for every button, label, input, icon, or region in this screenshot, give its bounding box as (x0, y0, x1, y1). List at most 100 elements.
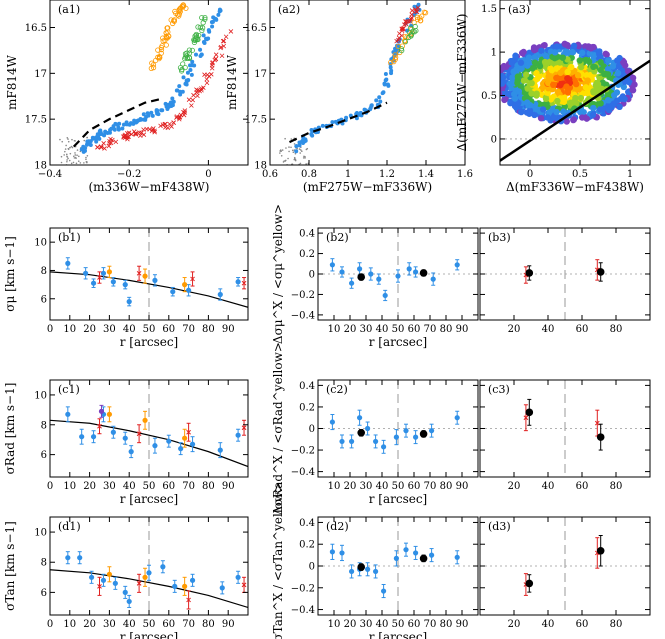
density-point (570, 42, 578, 50)
y-tick-label: −0.4 (291, 467, 315, 478)
density-point (511, 102, 519, 110)
star-red (149, 128, 155, 134)
density-point (631, 81, 638, 88)
x-tick-label: 40 (123, 324, 136, 335)
plot-area (50, 228, 248, 320)
star-blue (174, 88, 179, 93)
background-star (293, 143, 296, 145)
data-point-blue (382, 292, 388, 299)
data-point-blue (339, 550, 345, 556)
star-red (139, 130, 144, 136)
data-point-blue (122, 589, 128, 595)
panel-label: (a1) (58, 3, 80, 16)
star-blue (98, 128, 103, 133)
data-point-orange (182, 583, 188, 589)
data-point-black (357, 273, 366, 281)
star-red (213, 52, 219, 57)
x-tick-label: 40 (376, 324, 389, 335)
star-blue (121, 122, 126, 127)
x-tick-label: 90 (222, 324, 235, 335)
background-star (64, 148, 67, 150)
star-red (399, 26, 405, 32)
x-tick-label: 70 (182, 481, 195, 492)
density-point (629, 87, 637, 94)
star-red (126, 130, 132, 136)
star-green (197, 24, 203, 30)
x-tick-label: 30 (103, 619, 116, 630)
data-point-blue (429, 428, 435, 434)
data-point-red (97, 423, 102, 429)
data-point-blue (88, 574, 95, 580)
density-point (564, 87, 572, 94)
data-point-blue (381, 588, 387, 594)
x-tick-label: 1 (345, 169, 351, 180)
star-blue (125, 122, 130, 127)
star-red (108, 136, 113, 142)
background-star (302, 157, 305, 159)
y-tick-label: 17 (34, 69, 47, 80)
star-blue (383, 71, 388, 76)
star-red (190, 97, 196, 103)
density-point (569, 49, 576, 56)
star-blue (211, 15, 216, 20)
star-blue (391, 50, 396, 55)
star-blue (194, 52, 199, 57)
density-point (616, 103, 623, 111)
background-star (299, 152, 302, 154)
star-red (399, 28, 405, 33)
star-blue (150, 113, 155, 118)
x-tick-label: 1.6 (457, 169, 473, 180)
y-tick-label: 8 (41, 266, 47, 277)
density-point (579, 49, 586, 57)
density-point (550, 93, 557, 100)
fiducial-line (72, 97, 162, 148)
background-star (77, 160, 80, 163)
density-point (617, 95, 625, 103)
star-blue (198, 53, 203, 58)
data-point-red (97, 584, 102, 589)
x-tick-label: 20 (83, 324, 96, 335)
fit-line (500, 59, 650, 162)
x-tick-label: 20 (344, 481, 357, 492)
data-point-red (136, 270, 142, 276)
data-point-blue (329, 419, 335, 425)
star-blue (149, 110, 154, 115)
density-point (538, 47, 545, 55)
density-point (524, 85, 531, 92)
x-tick-label: 0 (205, 169, 211, 180)
star-green (184, 55, 191, 61)
star-blue (362, 107, 367, 112)
data-point-blue (381, 444, 387, 450)
density-point (493, 77, 499, 83)
density-point (522, 71, 530, 78)
panel-a3: 0 0.5 1 0 0.5 1 1.5 (a3) Δ(mF336W−mF438W) Δ(mF275… (455, 0, 651, 194)
y-tick-label: −0.2 (291, 446, 315, 457)
density-point (614, 69, 622, 77)
star-green (186, 47, 193, 53)
star-orange (150, 62, 157, 68)
star-green (408, 33, 414, 39)
background-star (65, 153, 68, 156)
background-star (293, 156, 296, 159)
data-point-red (594, 420, 600, 426)
star-blue (201, 33, 206, 38)
y-tick-label: −0.2 (291, 290, 315, 301)
density-point (604, 97, 612, 104)
data-point-blue (219, 585, 225, 591)
x-tick-label: 20 (83, 619, 96, 630)
data-point-blue (152, 277, 158, 283)
axes-frame (269, 0, 466, 166)
plot-area (318, 517, 478, 615)
density-point (576, 57, 583, 64)
star-red (131, 129, 137, 134)
background-star (83, 139, 86, 142)
y-tick-label: 0.4 (299, 518, 315, 529)
density-point (514, 73, 522, 80)
panel-a1: −0.4 −0.2 0 16.5 17 17.5 18 (a1) (m336W−mF438W) m… (5, 0, 249, 194)
data-point-blue (172, 583, 178, 589)
density-point (500, 64, 506, 71)
star-green (186, 55, 193, 61)
star-red (147, 126, 152, 132)
density-point (553, 108, 560, 116)
star-orange (419, 13, 425, 19)
